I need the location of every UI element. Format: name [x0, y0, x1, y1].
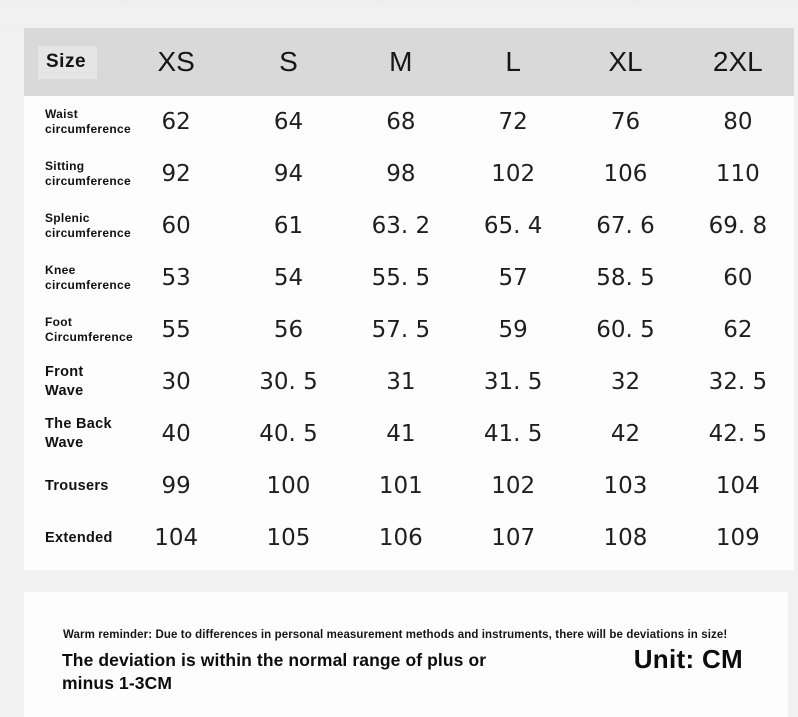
column-header-xs: XS [157, 46, 195, 77]
cell-value: 76 [610, 109, 641, 135]
table-row: Trousers 99 100 101 102 103 104 [24, 460, 794, 512]
cell-value: 54 [273, 265, 304, 291]
cell-value: 80 [723, 109, 753, 135]
size-chart-header-row: Size XS S M L XL 2XL [24, 28, 794, 96]
column-header-s: S [279, 46, 298, 77]
size-chart-card: Size XS S M L XL 2XL Waist circumference 62 64 6… [24, 28, 794, 570]
size-header-cell: Size [24, 45, 120, 79]
cell-value: 31. 5 [483, 369, 543, 395]
cell-value: 109 [715, 525, 760, 551]
cell-value: 99 [161, 473, 191, 499]
row-label: Front Wave [45, 364, 84, 399]
cell-value: 59 [498, 317, 528, 343]
cell-value: 98 [386, 161, 416, 187]
cell-value: 57 [498, 265, 528, 291]
cell-value: 42. 5 [708, 421, 768, 447]
cell-value: 30 [161, 369, 191, 395]
row-label: Splenic circumference [45, 211, 131, 240]
cell-value: 41. 5 [483, 421, 543, 447]
cell-value: 61 [273, 213, 304, 239]
table-row: Foot Circumference 55 56 57. 5 59 60. 5 62 [24, 304, 794, 356]
cell-value: 67. 6 [596, 213, 655, 239]
column-header-xl: XL [608, 46, 643, 77]
cell-value: 110 [715, 161, 760, 187]
table-row: Sitting circumference 92 94 98 102 106 110 [24, 148, 794, 200]
cell-value: 40 [161, 421, 191, 447]
cell-value: 62 [723, 317, 753, 343]
cell-value: 102 [491, 161, 536, 187]
cell-value: 41 [386, 421, 416, 447]
cell-value: 100 [266, 473, 311, 499]
row-label: The Back Wave [45, 416, 112, 451]
table-row: The Back Wave 40 40. 5 41 41. 5 42 42. 5 [24, 408, 794, 460]
unit-label: Unit: CM [633, 644, 743, 674]
cell-value: 53 [161, 265, 191, 291]
cell-value: 72 [498, 109, 528, 135]
cell-value: 63. 2 [371, 213, 431, 239]
cell-value: 103 [603, 473, 648, 499]
cell-value: 60 [723, 265, 753, 291]
cell-value: 94 [273, 161, 304, 187]
page-top-margin [0, 0, 798, 28]
cell-value: 106 [378, 525, 423, 551]
cell-value: 40. 5 [259, 421, 318, 447]
row-label: Waist circumference [45, 107, 131, 136]
cell-value: 105 [266, 525, 311, 551]
cell-value: 42 [610, 421, 641, 447]
cell-value: 104 [154, 525, 199, 551]
row-label: Extended [45, 529, 113, 546]
table-row: Waist circumference 62 64 68 72 76 80 [24, 96, 794, 148]
warm-reminder-text: Warm reminder: Due to differences in per… [63, 629, 728, 641]
cell-value: 30. 5 [259, 369, 318, 395]
size-chart-body: Waist circumference 62 64 68 72 76 80 Sitting c… [24, 96, 794, 564]
cell-value: 31 [386, 369, 416, 395]
row-label: Foot Circumference [45, 315, 133, 344]
row-label: Sitting circumference [45, 159, 131, 188]
cell-value: 56 [273, 317, 304, 343]
cell-value: 102 [491, 473, 536, 499]
row-label: Trousers [45, 477, 109, 494]
cell-value: 32 [610, 369, 641, 395]
cell-value: 69. 8 [708, 213, 768, 239]
cell-value: 60. 5 [596, 317, 655, 343]
column-header-l: L [505, 46, 521, 77]
table-row: Splenic circumference 60 61 63. 2 65. 4 67. 6… [24, 200, 794, 252]
cell-value: 68 [386, 109, 416, 135]
cell-value: 64 [273, 109, 304, 135]
cell-value: 55 [161, 317, 191, 343]
row-label: Knee circumference [45, 263, 131, 292]
table-row: Knee circumference 53 54 55. 5 57 58. 5 60 [24, 252, 794, 304]
table-row: Front Wave 30 30. 5 31 31. 5 32 32. 5 [24, 356, 794, 408]
cell-value: 106 [603, 161, 648, 187]
table-row: Extended 104 105 106 107 108 109 [24, 512, 794, 564]
cell-value: 32. 5 [708, 369, 768, 395]
cell-value: 107 [491, 525, 536, 551]
cell-value: 104 [715, 473, 760, 499]
cell-value: 101 [378, 473, 423, 499]
column-header-2xl: 2XL [712, 46, 763, 77]
deviation-note-text: The deviation is within the normal range… [62, 650, 487, 694]
size-header-label: Size [38, 45, 98, 79]
cell-value: 92 [161, 161, 191, 187]
cell-value: 57. 5 [371, 317, 431, 343]
cell-value: 108 [603, 525, 648, 551]
cell-value: 58. 5 [596, 265, 655, 291]
reminder-card: Warm reminder: Due to differences in per… [24, 592, 788, 717]
cell-value: 62 [161, 109, 191, 135]
cell-value: 60 [161, 213, 191, 239]
cell-value: 65. 4 [483, 213, 543, 239]
column-header-m: M [389, 46, 413, 77]
cell-value: 55. 5 [371, 265, 431, 291]
